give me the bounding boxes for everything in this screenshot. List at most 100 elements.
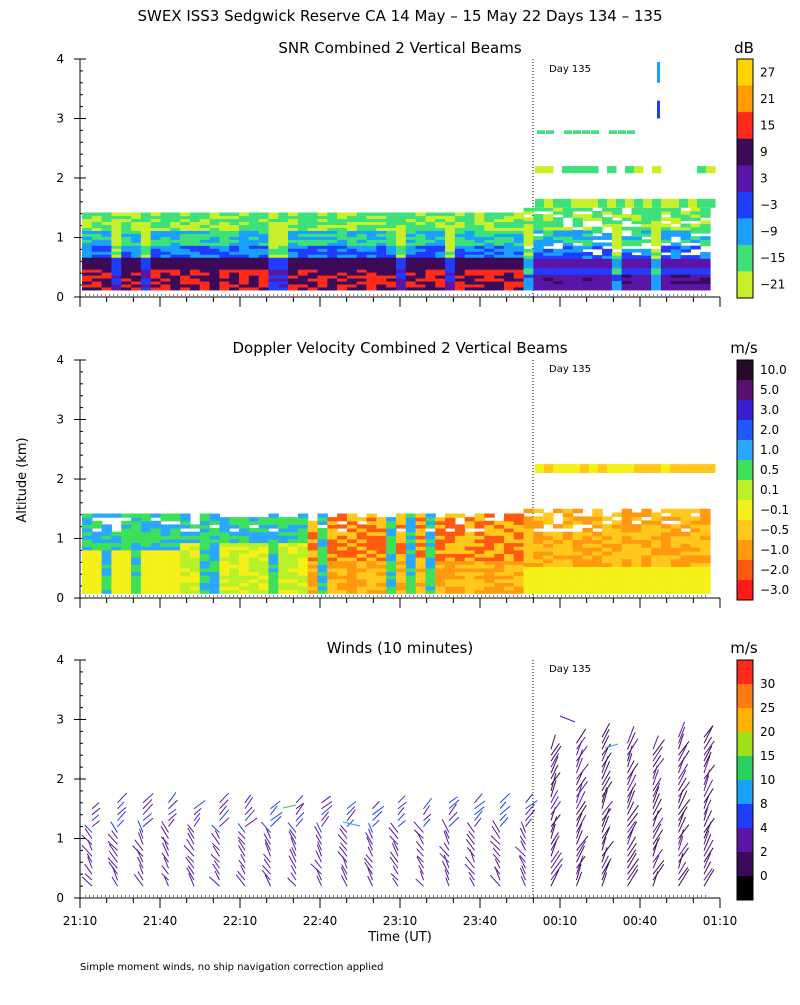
wind-barb: [652, 739, 665, 756]
snr-cell: [474, 280, 485, 285]
velocity-cell: [131, 553, 142, 558]
velocity-cell: [91, 567, 103, 573]
snr-cell: [494, 272, 505, 276]
snr-cell: [180, 280, 191, 285]
snr-cell: [366, 254, 377, 258]
velocity-cell: [278, 585, 289, 591]
snr-cell: [641, 277, 652, 281]
velocity-cell: [513, 546, 525, 551]
snr-cell: [248, 266, 260, 270]
snr-cell: [484, 233, 495, 237]
snr-cell: [258, 280, 270, 285]
snr-cell: [572, 233, 584, 237]
velocity-cell: [454, 567, 466, 573]
snr-cell: [415, 269, 427, 273]
snr-cell: [278, 248, 289, 252]
snr-cell: [160, 266, 171, 270]
snr-cell: [199, 224, 211, 228]
snr-cell: [317, 215, 328, 220]
snr-cell: [435, 277, 446, 282]
snr-cell: [346, 245, 358, 249]
velocity-cell: [258, 546, 270, 551]
velocity-cell: [425, 585, 436, 591]
snr-cell: [523, 223, 534, 228]
snr-cell: [140, 230, 152, 234]
snr-cell: [611, 220, 623, 225]
snr-cell: [131, 251, 142, 255]
velocity-colorbar: 10.05.03.02.01.00.50.1−0.1−0.5−1.0−2.0−3…: [736, 359, 789, 601]
velocity-cell: [376, 589, 387, 594]
wind-barb: [340, 825, 348, 833]
snr-cell: [454, 230, 466, 234]
velocity-cell: [219, 589, 230, 594]
wind-barb: [601, 743, 612, 756]
snr-cell: [180, 283, 191, 288]
velocity-cell: [150, 556, 162, 562]
snr-cell: [533, 264, 544, 269]
velocity-cell: [562, 566, 574, 571]
snr-cell: [337, 248, 348, 252]
snr-cell: [553, 261, 564, 266]
velocity-cell: [297, 549, 309, 554]
snr-cell: [484, 277, 495, 282]
snr-cell: [543, 220, 554, 225]
velocity-cell: [278, 535, 289, 540]
velocity-cell: [337, 538, 348, 544]
velocity-cell: [288, 531, 299, 536]
snr-cell: [523, 226, 534, 231]
x-tick-label: 01:10: [703, 914, 738, 928]
velocity-cell: [297, 528, 309, 533]
velocity-cell: [651, 554, 662, 560]
snr-cell: [445, 215, 456, 220]
velocity-cell: [602, 577, 613, 583]
snr-cell: [533, 251, 544, 256]
velocity-cell: [258, 556, 270, 562]
velocity-cell: [239, 546, 250, 551]
snr-cell: [180, 269, 191, 273]
velocity-cell: [396, 542, 407, 547]
velocity-cell: [386, 567, 397, 573]
snr-cell: [170, 269, 181, 273]
velocity-cell: [631, 535, 642, 541]
snr-cell: [258, 257, 270, 261]
snr-cell: [474, 274, 485, 279]
snr-cell: [239, 245, 250, 249]
velocity-cell: [288, 589, 299, 594]
velocity-cell: [396, 531, 407, 536]
snr-cell: [327, 260, 338, 264]
velocity-cell: [543, 543, 554, 548]
snr-cell: [503, 215, 515, 220]
velocity-cell: [592, 554, 603, 560]
wind-barb: [264, 874, 271, 887]
colorbar-label: 30: [760, 677, 775, 691]
velocity-cell: [435, 553, 446, 558]
snr-cell: [121, 239, 132, 243]
velocity-cell: [445, 567, 456, 573]
wind-barb: [601, 770, 611, 786]
velocity-cell: [543, 539, 554, 544]
velocity-cell: [82, 535, 93, 540]
velocity-cell: [621, 585, 633, 590]
snr-cell: [484, 215, 495, 220]
snr-cell: [602, 248, 613, 253]
velocity-cell: [435, 575, 446, 580]
snr-cell: [660, 267, 672, 272]
wind-barb: [244, 809, 256, 821]
velocity-cell: [366, 567, 377, 573]
velocity-cell: [91, 542, 103, 547]
snr-cell: [670, 277, 682, 281]
velocity-cell: [396, 546, 407, 551]
snr-cell: [376, 263, 387, 267]
velocity-cell: [150, 564, 162, 569]
snr-cell: [101, 251, 113, 255]
velocity-cell: [219, 524, 230, 529]
snr-cell: [503, 280, 515, 285]
wind-barb: [187, 824, 195, 833]
snr-cell: [474, 245, 485, 249]
velocity-cell: [592, 570, 603, 575]
wind-barb: [81, 834, 93, 845]
snr-cell: [199, 221, 211, 226]
wind-barb: [627, 762, 639, 780]
snr-cell: [199, 280, 211, 285]
wind-barb: [576, 776, 587, 792]
